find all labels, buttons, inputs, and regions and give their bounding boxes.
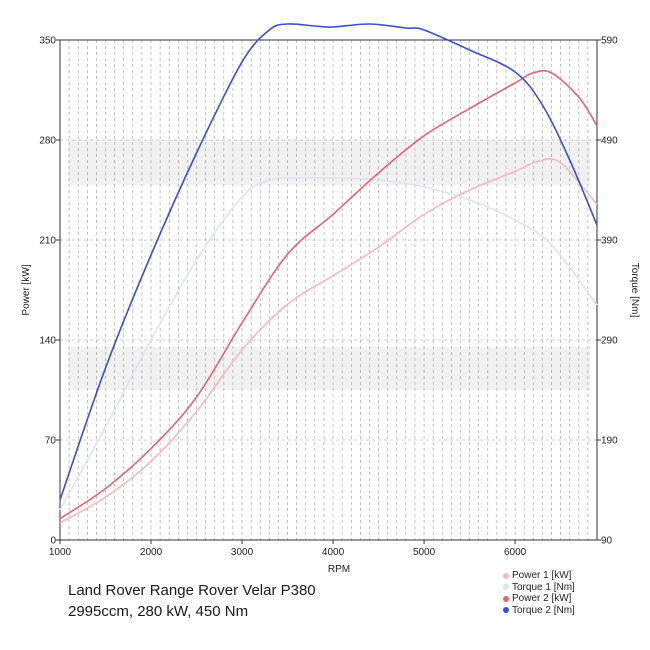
y-left-tick-label: 0 [50,536,56,547]
caption-specs: 2995ccm, 280 kW, 450 Nm [68,603,249,620]
x-tick-label: 6000 [504,547,527,558]
chart-caption: Land Rover Range Rover Velar P380 2995cc… [68,580,316,622]
series-line-torque-2 [59,23,598,501]
legend: Power 1 [kW] Torque 1 [Nm] Power 2 [kW] … [503,570,575,616]
legend-swatch [503,584,509,591]
legend-swatch [503,595,509,602]
x-tick-label: 4000 [322,547,345,558]
tick-labels: 1000 2000 3000 4000 5000 6000 0 70 140 210 280 350 9… [39,36,618,559]
series-lines [59,23,598,524]
legend-swatch [503,607,509,614]
y-left-tick-label: 280 [39,136,56,147]
x-tick-label: 1000 [49,547,72,558]
y-axis-right-title: Torque [Nm] [629,263,640,318]
watermark [68,140,590,390]
legend-label: Torque 1 [Nm] [512,581,575,593]
legend-item-power-2: Power 2 [kW] [503,593,575,605]
y-left-tick-label: 350 [39,36,56,47]
watermark-band [68,347,590,390]
x-tick-label: 2000 [140,547,163,558]
y-right-tick-label: 290 [601,336,618,347]
y-right-tick-label: 90 [601,536,613,547]
legend-label: Torque 2 [Nm] [512,604,575,616]
legend-swatch [503,572,509,579]
legend-label: Power 2 [kW] [512,593,572,604]
y-left-tick-label: 210 [39,236,56,247]
legend-item-power-1: Power 1 [kW] [503,570,575,582]
y-left-tick-label: 140 [39,336,56,347]
y-right-tick-label: 590 [601,36,618,47]
y-right-tick-label: 490 [601,136,618,147]
x-tick-label: 5000 [413,547,436,558]
x-axis-title: RPM [328,564,350,575]
series-line-power-2 [59,69,598,520]
caption-model: Land Rover Range Rover Velar P380 [68,582,316,599]
y-right-tick-label: 390 [601,236,618,247]
series-line-power-1 [59,158,598,524]
plot-frame [59,39,598,541]
y-axis-left-title: Power [kW] [21,264,32,315]
legend-item-torque-2: Torque 2 [Nm] [503,605,575,617]
y-left-tick-label: 70 [45,436,57,447]
grid [60,40,597,540]
legend-item-torque-1: Torque 1 [Nm] [503,582,575,594]
y-right-tick-label: 190 [601,436,618,447]
series-line-torque-1 [59,176,598,511]
axes [59,39,598,541]
legend-label: Power 1 [kW] [512,570,572,581]
x-tick-label: 3000 [231,547,254,558]
